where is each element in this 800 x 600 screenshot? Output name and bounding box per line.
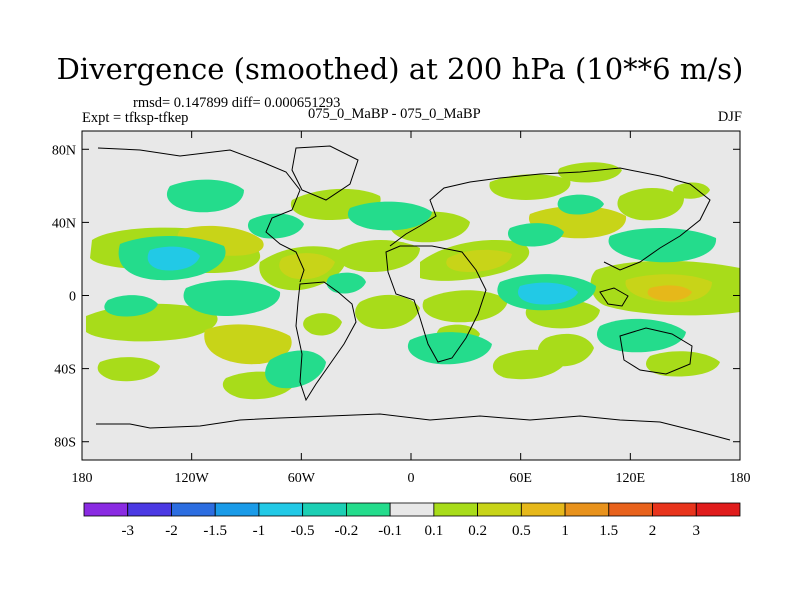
colorbar-swatch — [564, 502, 610, 517]
neg-blob — [608, 227, 717, 263]
colorbar-label: 3 — [693, 523, 701, 539]
colorbar-label: 0.5 — [512, 523, 531, 539]
pos-blob — [617, 187, 684, 221]
pos-blob — [204, 324, 292, 365]
colorbar-swatch — [608, 502, 653, 517]
neg-blob — [166, 179, 244, 213]
lon-tick-label: 180 — [730, 471, 751, 486]
coast-africa — [385, 245, 487, 363]
colorbar-label: 0.2 — [468, 523, 487, 539]
plot-title: Divergence (smoothed) at 200 hPa (10**6 … — [56, 52, 744, 86]
colorbar-label: 1.5 — [599, 523, 618, 539]
colorbar-label: -2 — [165, 523, 178, 539]
neg-blob — [347, 201, 432, 231]
colorbar-swatch — [302, 502, 347, 517]
lon-tick-label: 60W — [288, 471, 316, 486]
neg-blob — [247, 213, 304, 239]
pos-blob — [279, 253, 335, 280]
stats-text: rmsd= 0.147899 diff= 0.000651293 — [133, 95, 341, 111]
neg-blob — [326, 272, 366, 294]
colorbar-label: -0.5 — [291, 523, 315, 539]
coastlines — [96, 145, 731, 441]
pos-blob — [492, 349, 566, 380]
colorbar-swatch — [214, 502, 260, 517]
neg-blob — [265, 350, 326, 389]
coast-antarctica — [96, 413, 731, 441]
pos-blob — [355, 294, 420, 330]
pos-blob — [303, 313, 342, 336]
pos-blob — [673, 182, 710, 199]
pos-blob — [446, 249, 512, 272]
lon-tick-label: 0 — [408, 471, 415, 486]
colorbar-swatch — [127, 502, 172, 517]
lat-tick-label: 0 — [69, 290, 76, 305]
lon-tick-label: 120W — [175, 471, 210, 486]
pos-blob — [557, 162, 622, 183]
coast-north-america — [97, 147, 305, 283]
colorbar-swatch — [695, 502, 741, 517]
pos-blob — [489, 174, 571, 200]
colorbar-swatch — [389, 502, 435, 517]
colorbar-label: 1 — [561, 523, 569, 539]
negative-contours — [104, 179, 717, 389]
colorbar-label: -1.5 — [203, 523, 227, 539]
neg-blob — [183, 280, 281, 316]
colorbar-swatch — [477, 502, 522, 517]
divergence-field — [86, 162, 740, 400]
colorbar-swatch — [83, 502, 129, 517]
colorbar-swatch — [171, 502, 216, 517]
case-pair-label: 075_0_MaBP - 075_0_MaBP — [308, 106, 481, 122]
lat-tick-label: 40N — [52, 216, 76, 231]
colorbar-label: -3 — [121, 523, 134, 539]
colorbar-label: 0.1 — [424, 523, 443, 539]
coast-greenland — [291, 145, 359, 201]
experiment-label: Expt = tfksp-tfkep — [82, 110, 189, 126]
colorbar-label: -0.2 — [335, 523, 359, 539]
neg-blob — [104, 295, 158, 317]
colorbar-swatch — [520, 502, 566, 517]
pos-blob — [645, 351, 720, 377]
lon-tick-label: 60E — [509, 471, 532, 486]
coast-indonesia — [599, 287, 629, 307]
colorbar-swatch — [652, 502, 697, 517]
pos-blob — [97, 357, 160, 382]
pos-blob — [336, 240, 420, 272]
map-axes: 180 120W 60W 0 60E 120E 180 80N 40N 0 40S 80S — [52, 131, 751, 486]
neg-blob — [557, 194, 604, 215]
neg-blob — [407, 332, 492, 365]
colorbar-swatch — [433, 502, 479, 517]
colorbar-label: -1 — [253, 523, 266, 539]
lon-tick-label: 180 — [72, 471, 93, 486]
lat-tick-label: 40S — [54, 363, 76, 378]
lat-tick-label: 80N — [52, 143, 76, 158]
pos-blob — [647, 285, 692, 301]
coast-australia — [619, 327, 693, 375]
neg-blob — [147, 246, 200, 271]
lat-tick-label: 80S — [54, 436, 76, 451]
colorbar: -3 -2 -1.5 -1 -0.5 -0.2 -0.1 0.1 0.2 0.5 1 1.5 2 3 — [83, 502, 741, 539]
coast-europe-asia — [389, 167, 711, 271]
lon-tick-label: 120E — [616, 471, 646, 486]
neg-blob — [596, 318, 686, 353]
season-label: DJF — [717, 109, 742, 125]
neg-blob — [517, 282, 578, 305]
coast-south-america — [295, 281, 357, 402]
colorbar-swatch — [345, 502, 391, 517]
colorbar-swatch — [258, 502, 304, 517]
neg-blob — [507, 223, 564, 247]
colorbar-label: 2 — [649, 523, 657, 539]
colorbar-label: -0.1 — [378, 523, 402, 539]
pos-blob — [422, 290, 508, 323]
